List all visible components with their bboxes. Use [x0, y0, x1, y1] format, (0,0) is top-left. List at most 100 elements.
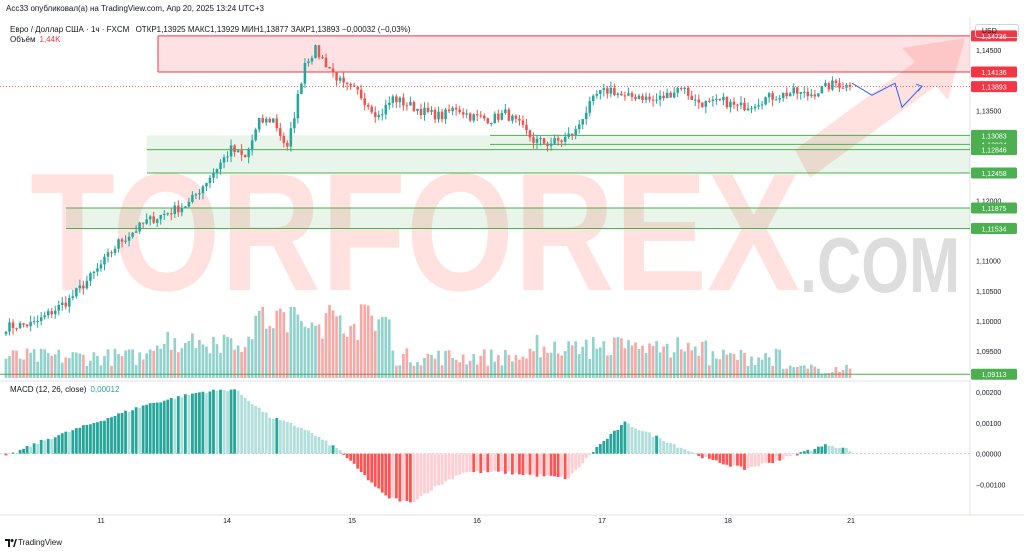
candle-body — [127, 236, 131, 241]
volume-bar — [141, 359, 145, 378]
level-label[interactable]: 1,13083 — [971, 129, 1017, 141]
candle-body — [623, 95, 627, 97]
volume-bar — [345, 337, 349, 378]
candle — [602, 83, 606, 97]
level-label[interactable]: 1,13893 — [971, 81, 1017, 93]
candle — [504, 103, 507, 115]
symbol-name[interactable]: Евро / Доллар США · 1ч · FXCM — [10, 25, 130, 34]
projection-path[interactable] — [851, 82, 923, 109]
candle-body — [78, 285, 82, 289]
candle — [528, 129, 532, 142]
level-label[interactable]: 1,14136 — [971, 66, 1017, 78]
tradingview-logo-icon — [5, 539, 17, 547]
macd-bar — [36, 443, 40, 454]
volume-bar — [145, 353, 149, 378]
macd-bar — [577, 453, 581, 468]
candle-body — [201, 186, 205, 194]
candle-body — [465, 113, 468, 115]
candle — [46, 308, 50, 319]
macd-bar — [180, 397, 184, 454]
level-label[interactable]: 1,12458 — [971, 167, 1017, 179]
macd-bar — [612, 430, 616, 454]
volume-bar — [60, 362, 64, 378]
candle-body — [739, 102, 743, 106]
macd-bar — [433, 453, 437, 487]
volume-bar — [89, 360, 92, 378]
macd-bar — [366, 453, 370, 481]
macd-bar — [22, 448, 25, 454]
currency-button[interactable]: USD — [975, 24, 1019, 38]
volume-bar — [138, 352, 141, 378]
volume-bar — [205, 346, 208, 378]
macd-bar — [725, 453, 729, 465]
level-labels: 1,147361,141361,130831,129341,128461,124… — [971, 30, 1017, 380]
macd-bar — [553, 453, 557, 477]
level-label[interactable]: 1,11875 — [971, 202, 1017, 214]
time-axis: 11 14 15 16 17 18 21 — [97, 518, 855, 525]
volume-bar — [518, 359, 521, 378]
candle — [767, 91, 771, 103]
volume-bar — [813, 366, 817, 378]
macd-bar — [127, 411, 131, 454]
candle-body — [556, 138, 560, 141]
tradingview-brand[interactable]: TradingView — [18, 538, 63, 547]
volume-bar — [387, 319, 391, 378]
macd-bar — [757, 453, 760, 467]
candle — [771, 90, 774, 107]
macd-bar — [714, 453, 718, 461]
volume-bar — [363, 304, 367, 378]
level-label[interactable]: 1,11534 — [971, 223, 1017, 235]
candle — [658, 90, 662, 107]
macd-bar — [795, 453, 799, 456]
candle-body — [539, 138, 542, 140]
candle-body — [39, 317, 43, 322]
level-label[interactable]: 1,09113 — [971, 368, 1017, 380]
macd-bar — [644, 431, 648, 454]
volume-bar — [159, 348, 163, 378]
candle — [215, 168, 219, 179]
macd-bar — [676, 447, 680, 454]
candle — [254, 127, 257, 142]
candle — [117, 238, 120, 253]
volume-bar — [296, 314, 300, 378]
macd-bar — [845, 448, 848, 454]
candle — [43, 311, 46, 320]
candle — [335, 71, 338, 86]
volume-bar — [725, 354, 729, 378]
candle — [683, 86, 686, 95]
candle — [29, 315, 32, 332]
volume-bar — [729, 353, 732, 378]
candle-body — [131, 232, 134, 237]
candle — [753, 103, 757, 112]
candle-body — [219, 162, 222, 170]
candle — [570, 133, 574, 141]
macd-bar — [373, 453, 377, 487]
candle — [465, 109, 468, 119]
candle — [141, 222, 145, 229]
candle — [71, 289, 75, 301]
candle — [170, 208, 173, 221]
macd-bar — [823, 444, 827, 454]
candle-body — [479, 115, 483, 117]
price-tick-label: 1,11000 — [976, 259, 1001, 266]
volume-bar — [293, 306, 296, 378]
macd-bar — [447, 453, 451, 480]
level-label[interactable]: 1,12846 — [971, 144, 1017, 156]
volume-bar — [757, 357, 760, 378]
candle-body — [433, 109, 437, 120]
candle-body — [588, 101, 592, 113]
candle — [454, 104, 458, 116]
macd-title[interactable]: MACD (12, 26, close) — [10, 385, 87, 394]
volume-bar — [110, 365, 113, 378]
candle-body — [148, 216, 152, 220]
volume-bar — [606, 355, 609, 378]
volume-bar — [222, 334, 226, 378]
candle-body — [788, 93, 792, 97]
macd-bar — [183, 394, 187, 454]
candle — [831, 76, 834, 92]
candle-body — [528, 130, 532, 138]
candle-body — [412, 101, 416, 111]
candle-body — [774, 99, 778, 101]
volume-bar — [285, 332, 289, 378]
